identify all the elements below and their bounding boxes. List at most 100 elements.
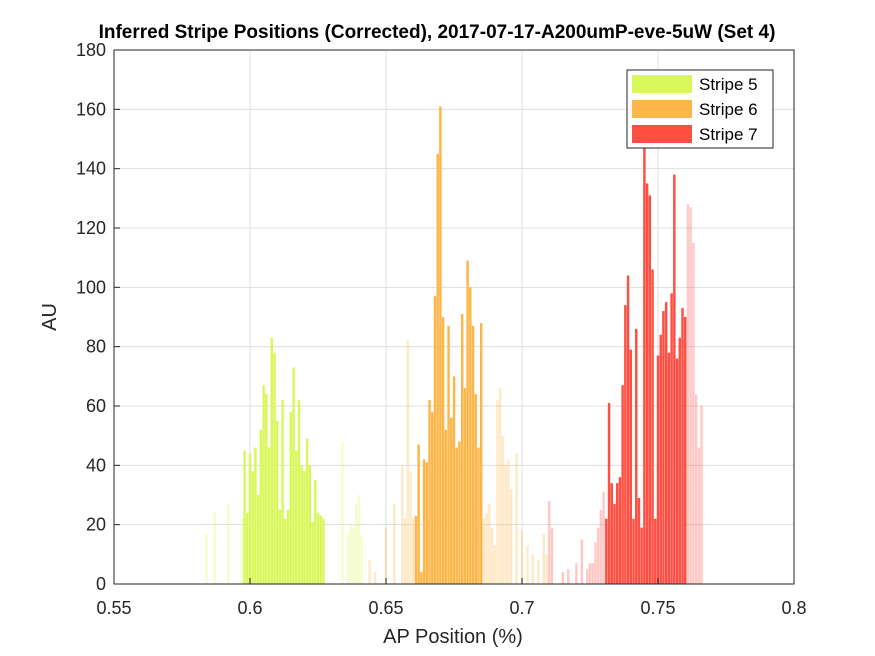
chart-title: Inferred Stripe Positions (Corrected), 2… bbox=[99, 22, 776, 43]
bar bbox=[689, 207, 692, 584]
bar bbox=[436, 153, 439, 585]
bar bbox=[267, 447, 271, 584]
bar bbox=[417, 444, 420, 584]
bar bbox=[428, 400, 431, 584]
bar bbox=[246, 512, 249, 584]
bar bbox=[531, 554, 535, 584]
bar bbox=[227, 503, 230, 584]
bar bbox=[637, 497, 641, 584]
bar bbox=[509, 489, 513, 584]
y-tick-label: 160 bbox=[76, 99, 106, 119]
bar bbox=[409, 471, 412, 584]
bar bbox=[504, 465, 507, 584]
bar bbox=[431, 411, 434, 584]
bar bbox=[463, 388, 467, 584]
bar bbox=[251, 471, 254, 584]
bar bbox=[596, 527, 600, 584]
bar bbox=[496, 400, 499, 584]
bar bbox=[651, 269, 654, 584]
bar bbox=[479, 322, 483, 584]
y-tick-label: 180 bbox=[76, 40, 106, 60]
bar bbox=[537, 560, 540, 584]
bar bbox=[357, 495, 361, 584]
bar bbox=[305, 438, 309, 584]
bar bbox=[420, 572, 423, 584]
bar bbox=[349, 524, 352, 584]
bar bbox=[700, 406, 703, 584]
y-tick-label: 120 bbox=[76, 218, 106, 238]
bar bbox=[613, 503, 616, 584]
bar bbox=[485, 512, 488, 584]
y-axis-label: AU bbox=[39, 303, 61, 331]
bar bbox=[550, 527, 554, 584]
bar bbox=[664, 302, 668, 584]
bar bbox=[401, 465, 404, 584]
ticks: 0.55 0.6 0.65 0.7 0.75 0.8 0 20 40 60 80 100 120 140 1… bbox=[76, 40, 807, 618]
bar bbox=[273, 352, 276, 584]
bar bbox=[316, 512, 320, 584]
bar bbox=[471, 325, 475, 584]
bar bbox=[406, 340, 409, 584]
bar bbox=[501, 435, 505, 584]
bar bbox=[624, 305, 627, 584]
bar bbox=[319, 515, 322, 584]
legend-swatch-stripe-7 bbox=[632, 125, 692, 143]
bar bbox=[618, 477, 622, 584]
bar bbox=[292, 367, 295, 584]
x-tick-label: 0.7 bbox=[509, 598, 534, 618]
bar bbox=[275, 420, 279, 584]
bar bbox=[352, 527, 355, 584]
bar bbox=[450, 417, 453, 584]
y-tick-label: 80 bbox=[86, 337, 106, 357]
bar bbox=[482, 518, 486, 584]
bar bbox=[341, 441, 344, 584]
bar bbox=[308, 465, 312, 584]
bar bbox=[697, 447, 701, 584]
bar bbox=[360, 536, 363, 584]
y-tick-label: 0 bbox=[96, 574, 106, 594]
bar bbox=[439, 106, 442, 584]
bar bbox=[507, 459, 510, 584]
bar bbox=[526, 545, 529, 584]
bar bbox=[311, 521, 314, 584]
bar bbox=[561, 572, 565, 584]
bar bbox=[248, 453, 252, 584]
bar bbox=[635, 328, 638, 584]
bar bbox=[586, 569, 589, 584]
x-tick-label: 0.65 bbox=[368, 598, 403, 618]
legend-label-stripe-6: Stripe 6 bbox=[699, 100, 758, 119]
bar bbox=[648, 195, 652, 584]
bar bbox=[368, 560, 371, 584]
bar bbox=[441, 317, 445, 584]
bar bbox=[659, 334, 662, 584]
bar bbox=[670, 293, 673, 584]
bar bbox=[460, 314, 464, 584]
bar bbox=[314, 480, 317, 584]
legend-swatch-stripe-6 bbox=[632, 100, 692, 118]
bar bbox=[594, 542, 597, 584]
bar bbox=[477, 447, 480, 584]
legend-label-stripe-5: Stripe 5 bbox=[699, 75, 758, 94]
bar bbox=[678, 337, 681, 584]
bar bbox=[240, 518, 244, 584]
bar bbox=[425, 462, 429, 584]
bar bbox=[629, 349, 633, 584]
x-tick-label: 0.75 bbox=[640, 598, 675, 618]
bar bbox=[632, 518, 635, 584]
bar bbox=[278, 509, 282, 584]
bar bbox=[354, 503, 358, 584]
bar bbox=[384, 527, 388, 584]
bar bbox=[605, 518, 608, 584]
bar bbox=[213, 512, 216, 584]
bar bbox=[686, 204, 690, 584]
bars bbox=[205, 106, 703, 585]
bar bbox=[667, 352, 671, 584]
bar bbox=[654, 518, 657, 584]
bar bbox=[403, 518, 407, 584]
bar bbox=[346, 533, 350, 584]
series-stripe-7 bbox=[547, 147, 703, 585]
bar bbox=[243, 450, 246, 584]
bar bbox=[681, 308, 684, 584]
bar bbox=[610, 483, 613, 584]
bar bbox=[392, 503, 396, 584]
